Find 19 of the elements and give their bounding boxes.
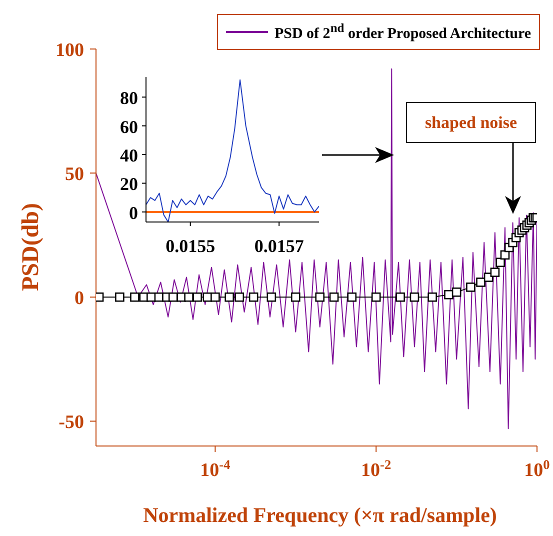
annotation: shaped noise bbox=[406, 102, 536, 143]
y-tick-label: 0 bbox=[74, 288, 84, 310]
x-tick-label: 0.0155 bbox=[166, 236, 216, 256]
x-tick-label: 0.0157 bbox=[254, 236, 304, 256]
y-tick-label: 40 bbox=[120, 146, 138, 166]
y-tick-label: 50 bbox=[65, 164, 84, 186]
line-series bbox=[146, 79, 319, 222]
x-axis-title: Normalized Frequency (×π rad/sample) bbox=[143, 503, 497, 527]
y-tick-label: 20 bbox=[120, 174, 138, 194]
x-tick-label: 10$^{0}$ bbox=[524, 456, 550, 481]
y-tick-label: 100 bbox=[56, 40, 84, 61]
y-tick-label: 60 bbox=[120, 116, 138, 137]
y-tick-label: 80 bbox=[120, 88, 138, 108]
y-tick-label: -50 bbox=[58, 412, 84, 434]
x-tick-label: 10$^{-4}$ bbox=[200, 456, 231, 481]
x-tick-label: 10$^{-2}$ bbox=[361, 456, 392, 481]
y-tick-label: 0 bbox=[129, 202, 138, 223]
y-axis-title: PSD(db) bbox=[18, 202, 44, 292]
legend-label: PSD of 2$^{nd}$ order Proposed Architecture bbox=[274, 21, 531, 43]
